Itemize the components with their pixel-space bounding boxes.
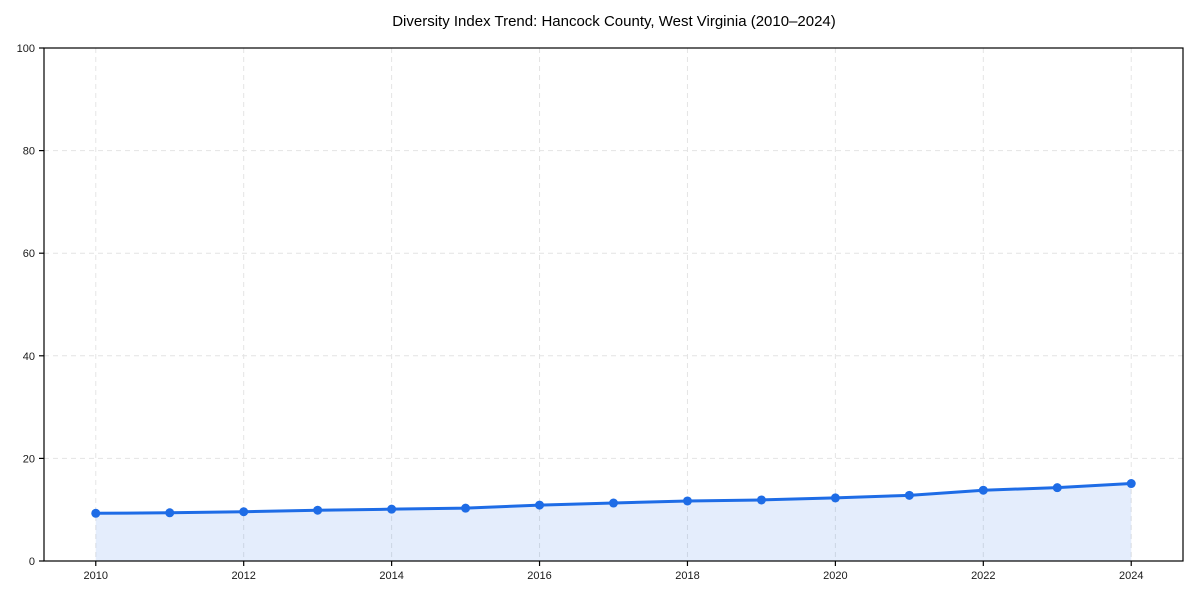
data-point[interactable]: 2014: 10.1 <box>387 504 397 514</box>
data-point[interactable]: 2012: 9.6 <box>239 507 249 517</box>
data-point[interactable]: 2022: 13.8 <box>978 485 988 495</box>
data-point[interactable]: 2016: 10.9 <box>535 500 545 510</box>
data-point[interactable]: 2021: 12.8 <box>904 490 914 500</box>
x-tick-label: 2022 <box>971 570 995 582</box>
data-point[interactable]: 2013: 9.9 <box>313 505 323 515</box>
x-tick-label: 2020 <box>823 570 847 582</box>
area-fill <box>95 483 1132 561</box>
data-point[interactable]: 2024: 15.1 <box>1126 479 1136 489</box>
y-tick-label: 40 <box>23 351 35 363</box>
y-tick-label: 0 <box>29 556 35 568</box>
y-tick-label: 100 <box>17 43 35 55</box>
data-point[interactable]: 2015: 10.3 <box>461 503 471 513</box>
data-point[interactable]: 2019: 11.9 <box>756 495 766 505</box>
x-tick-label: 2016 <box>527 570 551 582</box>
y-tick-label: 60 <box>23 248 35 260</box>
x-tick-label: 2010 <box>84 570 108 582</box>
x-tick-label: 2018 <box>675 570 699 582</box>
y-tick-label: 80 <box>23 146 35 158</box>
plot-border <box>43 47 1184 562</box>
data-point[interactable]: 2011: 9.4 <box>165 508 175 518</box>
chart-title: Diversity Index Trend: Hancock County, W… <box>392 13 836 30</box>
x-tick-label: 2014 <box>379 570 403 582</box>
x-tick-label: 2012 <box>231 570 255 582</box>
data-point[interactable]: 2023: 14.3 <box>1052 483 1062 493</box>
data-point[interactable]: 2020: 12.3 <box>830 493 840 503</box>
x-tick-label: 2024 <box>1119 570 1143 582</box>
y-tick-label: 20 <box>23 453 35 465</box>
data-point[interactable]: 2017: 11.3 <box>609 498 618 508</box>
data-point[interactable]: 2018: 11.7 <box>682 496 692 506</box>
data-point[interactable]: 2010: 9.3 <box>91 508 101 518</box>
